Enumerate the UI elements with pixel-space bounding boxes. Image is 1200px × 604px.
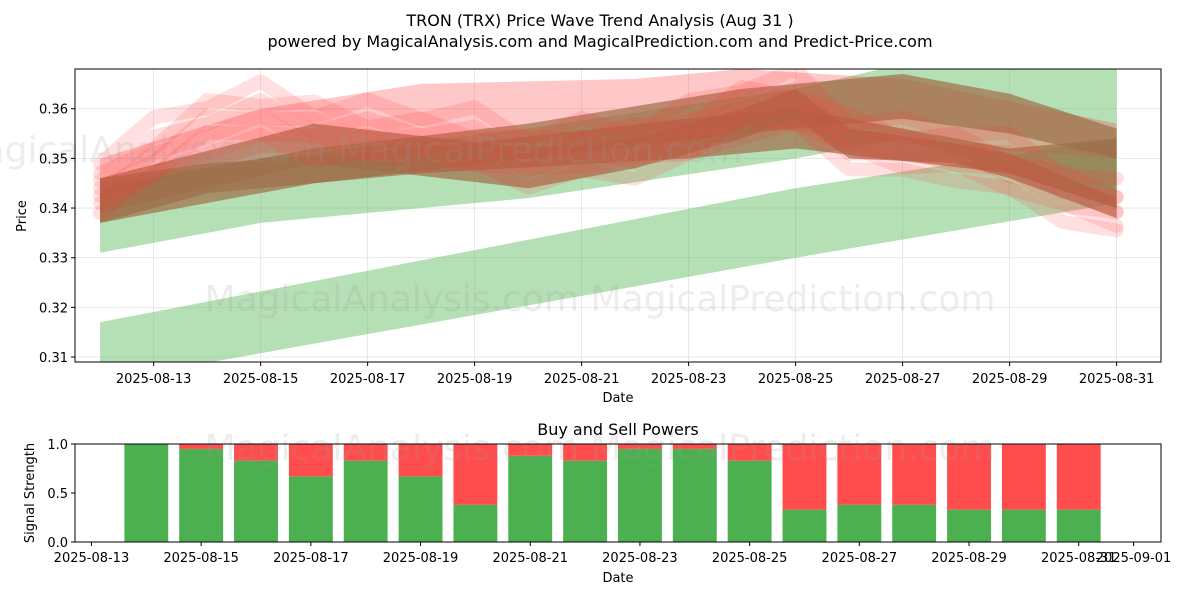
price-y-tick-label: 0.34 [39,202,68,217]
price-x-ticks: 2025-08-13 2025-08-15 2025-08-17 2025-08-19… [116,362,1155,387]
price-x-tick-label: 2025-08-29 [972,372,1048,387]
price-y-tick-label: 0.31 [39,351,68,366]
price-x-tick-label: 2025-08-31 [1079,372,1155,387]
price-y-tick-label: 0.36 [39,103,68,118]
price-x-tick-label: 2025-08-27 [865,372,941,387]
price-frame [74,68,1162,363]
buy-bar [288,476,333,542]
buy-bar [508,455,553,542]
price-wave-line [93,97,1124,220]
signal-x-tick-label: 2025-08-27 [822,551,898,566]
sell-bar [892,444,937,505]
sell-bar [782,444,827,510]
signal-y-label: Signal Strength [23,443,38,543]
signal-bars [124,444,1101,542]
sell-bar [398,444,443,477]
signal-x-tick-label: 2025-08-21 [492,551,568,566]
title-line-2: powered by MagicalAnalysis.com and Magic… [267,32,932,51]
buy-bar [782,509,827,542]
signal-x-tick-label: 2025-08-13 [54,551,130,566]
buy-bar [1001,509,1046,542]
sell-bar [179,444,224,449]
watermark-top-2: MagicalAnalysis.com MagicalPrediction.co… [205,279,996,320]
price-band-brown [100,108,1117,223]
buy-bar [892,504,937,542]
buy-bar [343,460,388,542]
price-x-label: Date [602,391,633,406]
watermark-top-1: MagicalAnalysis.com MagicalPrediction.co… [0,130,742,171]
signal-y-ticks: 0.0 0.5 1.0 [47,438,75,551]
price-wave-lines [93,69,1124,238]
price-y-tick-label: 0.35 [39,152,68,167]
price-wave-line [93,79,1124,205]
price-y-tick-label: 0.32 [39,301,68,316]
price-x-tick-label: 2025-08-19 [437,372,513,387]
title-line-1: TRON (TRX) Price Wave Trend Analysis (Au… [405,11,793,30]
price-x-tick-label: 2025-08-21 [544,372,620,387]
price-x-tick-label: 2025-08-25 [758,372,834,387]
price-band-green [100,138,1117,362]
price-wave-line [93,116,1124,238]
price-wave-line [93,81,1124,204]
buy-bar [234,460,278,542]
buy-bar [1056,509,1101,542]
price-x-tick-label: 2025-08-17 [330,372,406,387]
sell-bar [234,444,278,461]
buy-bar [947,509,991,542]
signal-y-tick-label: 0.0 [47,536,68,551]
sell-bar [343,444,388,461]
signal-x-tick-label: 2025-08-23 [602,551,678,566]
sell-bar [727,444,772,461]
buy-bar [398,476,443,542]
signal-chart: Buy and Sell Powers MagicalAnalysis.com … [23,420,1171,586]
signal-x-tick-label: 2025-08-31 [1041,551,1117,566]
sell-bar [563,444,608,461]
sell-bar [453,444,498,505]
buy-bar [179,448,224,542]
signal-x-tick-label: 2025-08-29 [931,551,1007,566]
price-wave-line [93,96,1124,219]
sell-bar [1056,444,1101,510]
sell-bar [672,444,717,449]
sell-bar [288,444,333,477]
signal-x-tick-label: 2025-09-01 [1096,551,1172,566]
price-y-ticks: 0.31 0.32 0.33 0.34 0.35 0.36 [39,103,75,366]
price-wave-line [93,112,1124,233]
signal-x-tick-label: 2025-08-17 [273,551,349,566]
price-x-tick-label: 2025-08-13 [116,372,192,387]
buy-bar [672,448,717,542]
price-x-tick-label: 2025-08-23 [651,372,727,387]
price-x-tick-label: 2025-08-15 [223,372,299,387]
signal-x-tick-label: 2025-08-19 [383,551,459,566]
buy-bar [124,444,169,542]
price-wave-line [93,69,1124,186]
signal-x-tick-label: 2025-08-25 [712,551,788,566]
buy-bar [727,460,772,542]
sell-bar [618,444,662,449]
price-chart: MagicalAnalysis.com MagicalPrediction.co… [0,68,1162,406]
sell-bar [508,444,553,456]
signal-title: Buy and Sell Powers [537,420,699,439]
price-bands [100,69,1117,362]
buy-bar [563,460,608,542]
price-y-tick-label: 0.33 [39,252,68,267]
buy-bar [837,504,882,542]
signal-x-tick-label: 2025-08-15 [163,551,239,566]
signal-x-ticks: 2025-08-13 2025-08-15 2025-08-17 2025-08-19… [54,542,1172,566]
signal-y-tick-label: 0.5 [47,487,68,502]
sell-bar [837,444,882,505]
sell-bar [1001,444,1046,510]
buy-bar [618,448,662,542]
sell-bar [947,444,991,510]
signal-x-label: Date [602,571,633,586]
buy-bar [453,504,498,542]
signal-y-tick-label: 1.0 [47,438,68,453]
price-y-label: Price [15,200,30,232]
watermark-bottom: MagicalAnalysis.com MagicalPrediction.co… [205,428,996,469]
